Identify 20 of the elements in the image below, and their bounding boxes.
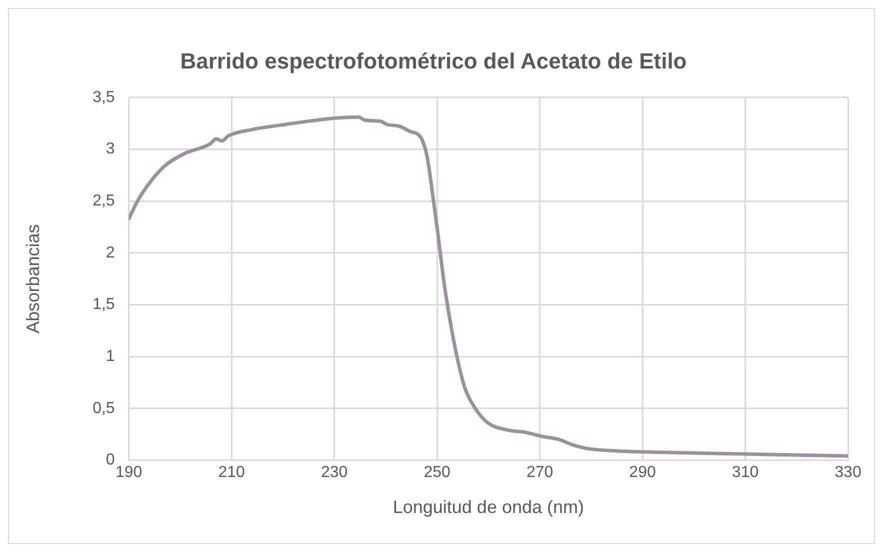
x-tick-label: 210 bbox=[218, 464, 246, 482]
x-tick-label: 290 bbox=[629, 464, 656, 482]
y-tick-label: 1 bbox=[106, 348, 115, 365]
x-tick-label: 230 bbox=[320, 464, 348, 482]
x-axis-title: Longuitud de onda (nm) bbox=[392, 497, 584, 518]
x-tick-label: 330 bbox=[834, 464, 862, 482]
y-tick-label: 2 bbox=[106, 244, 115, 262]
y-axis-title: Absorbancias bbox=[22, 224, 43, 334]
y-tick-label: 3,5 bbox=[92, 88, 115, 106]
x-tick-label: 270 bbox=[526, 464, 554, 482]
y-tick-label: 1,5 bbox=[92, 296, 115, 314]
y-tick-label: 3 bbox=[106, 140, 115, 158]
y-tick-label: 0 bbox=[106, 452, 115, 469]
x-tick-label: 250 bbox=[424, 464, 450, 482]
y-tick-label: 2,5 bbox=[92, 192, 115, 210]
x-tick-label: 310 bbox=[732, 464, 759, 482]
chart-title: Barrido espectrofotométrico del Acetato de Etilo bbox=[180, 48, 687, 74]
line-series bbox=[128, 115, 848, 458]
x-tick-label: 190 bbox=[115, 464, 142, 482]
y-tick-label: 0,5 bbox=[92, 400, 115, 417]
